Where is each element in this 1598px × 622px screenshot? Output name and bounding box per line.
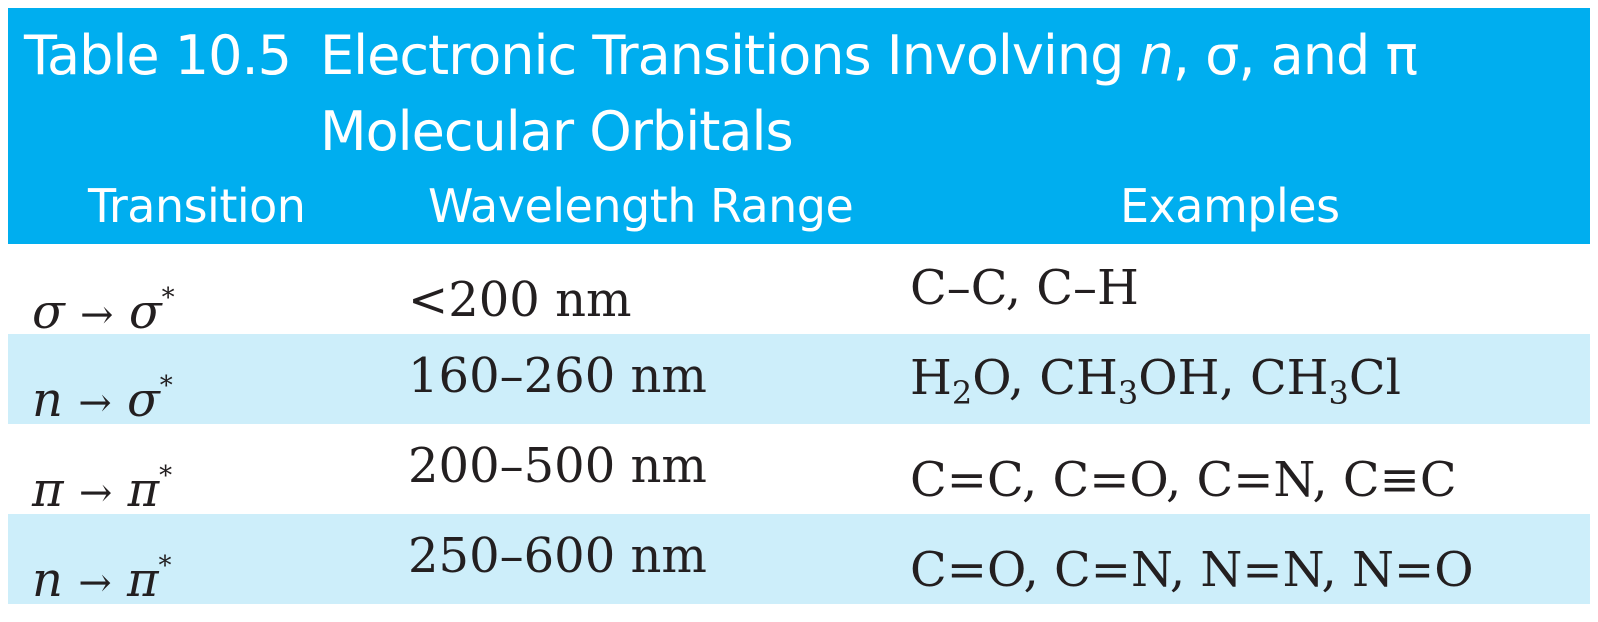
transitions-table: Table 10.5 Electronic Transitions Involv… (8, 8, 1590, 614)
arrow-icon: → (78, 380, 112, 426)
table-header: Table 10.5 Electronic Transitions Involv… (8, 8, 1590, 244)
table-row: n → σ* 160–260 nm H2O, CH3OH, CH3Cl (8, 334, 1590, 428)
arrow-icon: → (78, 560, 112, 606)
examples-text: C–C, C–H (910, 260, 1139, 316)
column-header-transition: Transition (88, 179, 306, 233)
subscript: 3 (1117, 374, 1139, 412)
arrow-icon: → (78, 470, 113, 516)
orbital-to: π (127, 462, 160, 518)
title-n: n (1139, 24, 1174, 87)
subscript: 2 (951, 374, 973, 412)
subscript: 3 (1328, 374, 1349, 412)
transition-cell: n → σ* (32, 358, 173, 431)
orbital-from: n (32, 372, 63, 428)
examples-cell: C=O, C=N, N=N, N=O (910, 542, 1474, 598)
antibonding-star: * (159, 371, 173, 401)
column-header-examples: Examples (1120, 179, 1340, 233)
examples-text: C=O, C=N, N=N, N=O (910, 542, 1474, 598)
examples-cell: H2O, CH3OH, CH3Cl (910, 350, 1401, 421)
examples-text: H (910, 350, 952, 406)
antibonding-star: * (158, 551, 172, 581)
examples-cell: C–C, C–H (910, 260, 1139, 316)
examples-text: Cl (1348, 350, 1401, 406)
examples-cell: C=C, C=O, C=N, C≡C (910, 452, 1457, 508)
orbital-from: n (32, 552, 63, 608)
wavelength-cell: 160–260 nm (408, 348, 707, 404)
orbital-to: σ (126, 372, 160, 428)
title-part-1: Electronic Transitions Involving (320, 24, 1140, 87)
examples-text: OH, CH (1138, 350, 1329, 406)
title-line-1: Electronic Transitions Involving n, σ, a… (320, 18, 1560, 94)
orbital-to: π (126, 552, 159, 608)
wavelength-cell: 200–500 nm (408, 438, 707, 494)
transition-cell: σ → σ* (32, 270, 175, 343)
title-line-2: Molecular Orbitals (320, 100, 794, 163)
table-title-text: Electronic Transitions Involving n, σ, a… (320, 18, 1560, 170)
transition-cell: n → π* (32, 538, 172, 611)
column-header-wavelength: Wavelength Range (428, 179, 854, 233)
table-row: π → π* 200–500 nm C=C, C=O, C=N, C≡C (8, 424, 1590, 518)
orbital-from: σ (32, 284, 65, 340)
antibonding-star: * (161, 283, 175, 313)
table-row: σ → σ* <200 nm C–C, C–H (8, 244, 1590, 340)
table-number: Table 10.5 (24, 24, 292, 87)
wavelength-cell: 250–600 nm (408, 528, 707, 584)
examples-text: O, CH (972, 350, 1118, 406)
arrow-icon: → (80, 292, 114, 338)
wavelength-cell: <200 nm (408, 272, 632, 328)
table-row: n → π* 250–600 nm C=O, C=N, N=N, N=O (8, 514, 1590, 608)
transition-cell: π → π* (32, 448, 172, 521)
examples-text: C=C, C=O, C=N, C≡C (910, 452, 1457, 508)
title-part-2: , σ, and π (1172, 24, 1418, 87)
orbital-to: σ (128, 284, 162, 340)
orbital-from: π (32, 462, 64, 518)
antibonding-star: * (159, 461, 173, 491)
